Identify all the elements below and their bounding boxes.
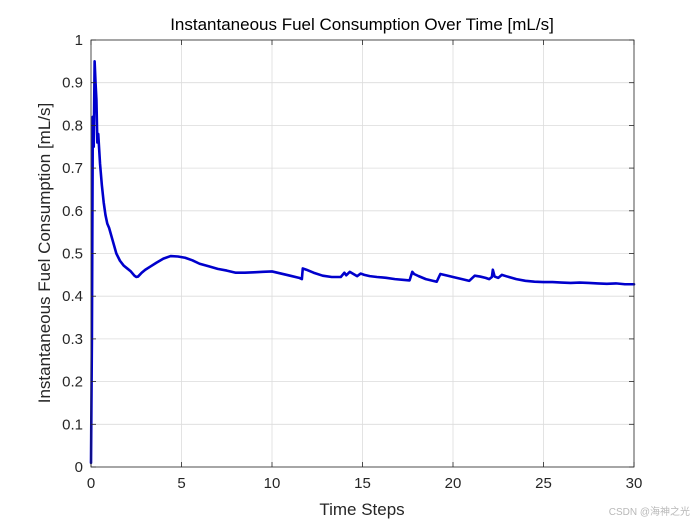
x-tick-label: 0 xyxy=(87,475,95,492)
y-tick-label: 0.8 xyxy=(62,117,83,134)
ticks xyxy=(90,39,635,468)
y-tick-label: 0.2 xyxy=(62,374,83,391)
y-tick-label: 0.9 xyxy=(62,75,83,92)
y-tick-label: 0.5 xyxy=(62,246,83,263)
series-layer xyxy=(89,60,636,465)
x-tick-label: 25 xyxy=(535,475,552,492)
y-axis-title: Instantaneous Fuel Consumption [mL/s] xyxy=(35,103,54,404)
x-tick-labels: 0 5 10 15 20 25 30 xyxy=(87,475,643,492)
x-tick-label: 15 xyxy=(354,475,371,492)
y-tick-label: 0 xyxy=(75,459,83,476)
x-axis-title: Time Steps xyxy=(319,500,404,519)
y-tick-labels: 0 0.1 0.2 0.3 0.4 0.5 0.6 0.7 0.8 0.9 1 xyxy=(62,32,83,476)
x-tick-label: 20 xyxy=(445,475,462,492)
chart-title: Instantaneous Fuel Consumption Over Time… xyxy=(170,15,554,34)
x-tick-label: 10 xyxy=(264,475,281,492)
x-tick-label: 5 xyxy=(177,475,185,492)
y-tick-label: 0.7 xyxy=(62,160,83,177)
y-tick-label: 0.4 xyxy=(62,288,83,305)
x-tick-label: 30 xyxy=(626,475,643,492)
watermark: CSDN @海神之光 xyxy=(609,505,690,518)
y-tick-label: 1 xyxy=(75,32,83,49)
y-tick-label: 0.3 xyxy=(62,331,83,348)
y-tick-label: 0.6 xyxy=(62,203,83,220)
series-line xyxy=(89,60,636,465)
y-tick-label: 0.1 xyxy=(62,416,83,433)
